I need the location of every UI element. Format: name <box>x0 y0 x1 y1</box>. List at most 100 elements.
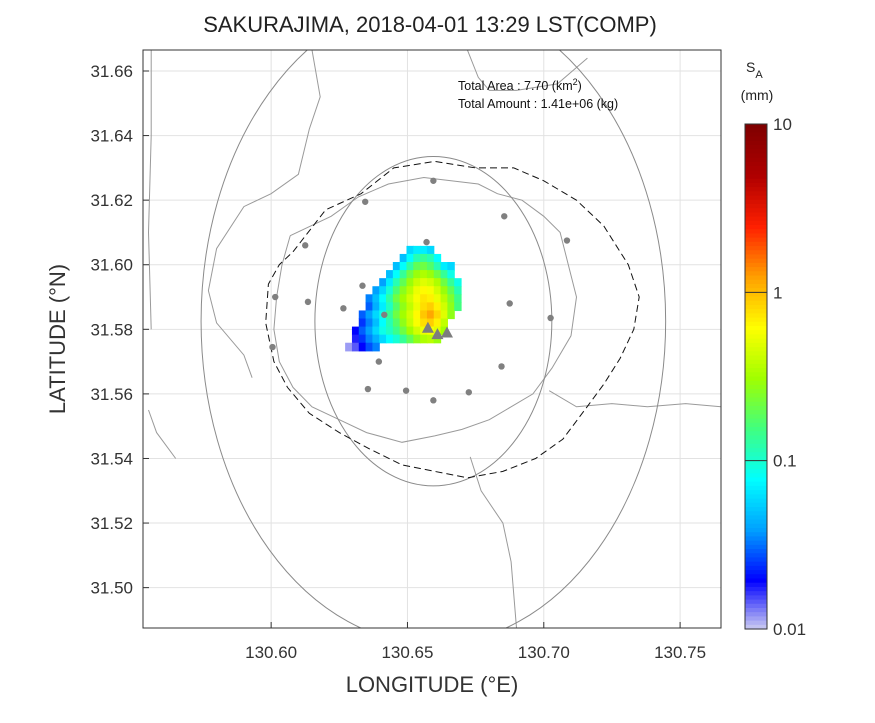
ash-cell <box>406 253 414 263</box>
ash-cell <box>420 310 428 320</box>
colorbar-band <box>745 246 767 251</box>
ash-cell <box>426 262 435 271</box>
colorbar-band <box>745 456 767 462</box>
colorbar-band <box>745 591 767 596</box>
colorbar-band <box>745 624 767 630</box>
ash-cell <box>420 334 428 344</box>
colorbar-band <box>745 145 767 150</box>
colorbar-band <box>745 553 767 559</box>
colorbar-band <box>745 304 767 310</box>
ash-cell <box>351 334 360 344</box>
dashed-boundary <box>265 160 640 479</box>
colorbar-band <box>745 557 767 563</box>
station-marker <box>359 282 366 289</box>
ash-cell <box>372 294 380 303</box>
colorbar-band <box>745 473 767 479</box>
colorbar-band <box>745 439 767 445</box>
colorbar-band <box>745 490 767 495</box>
ash-cell <box>447 302 455 312</box>
ash-cell <box>433 278 442 287</box>
station-marker <box>506 300 513 307</box>
colorbar-band <box>745 187 767 192</box>
colorbar-band <box>745 405 767 411</box>
colorbar-band <box>745 191 767 197</box>
colorbar-band <box>745 549 767 554</box>
ash-cell <box>426 310 435 320</box>
total-area-text: Total Area : 7.70 (km2) <box>458 77 582 93</box>
ash-cell <box>358 334 367 344</box>
ash-cell <box>420 318 428 328</box>
colorbar-band <box>745 279 767 285</box>
colorbar-band <box>745 170 767 176</box>
ash-cell <box>447 270 455 279</box>
colorbar-band <box>745 132 767 138</box>
colorbar-unit: (mm) <box>741 87 774 103</box>
ash-cell <box>372 326 380 336</box>
colorbar-band <box>745 401 767 407</box>
ash-cell <box>365 302 374 312</box>
colorbar-band <box>745 342 767 348</box>
station-marker <box>430 177 437 184</box>
ash-cell <box>392 318 401 328</box>
ash-cell <box>399 326 408 336</box>
ash-cell <box>372 334 380 344</box>
station-marker <box>340 305 347 312</box>
ash-cell <box>358 310 367 320</box>
ash-cell <box>420 245 428 255</box>
station-marker <box>362 198 369 205</box>
ash-cell <box>440 302 448 312</box>
colorbar-band <box>745 309 767 314</box>
x-axis-label: LONGITUDE (°E) <box>346 672 519 697</box>
y-tick-label: 31.56 <box>90 385 133 404</box>
colorbar-band <box>745 220 767 226</box>
colorbar-band <box>745 212 767 218</box>
ash-cell <box>358 326 367 336</box>
colorbar-band <box>745 448 767 453</box>
ash-cell <box>386 326 394 336</box>
ash-cell <box>365 326 374 336</box>
ash-cell <box>365 294 374 303</box>
ash-cell <box>420 262 428 271</box>
ash-cell <box>447 286 455 295</box>
ash-cell <box>392 326 401 336</box>
colorbar-band <box>745 351 767 357</box>
colorbar-band <box>745 258 767 264</box>
ash-cell <box>413 245 421 255</box>
ash-cell <box>426 270 435 279</box>
colorbar-band <box>745 195 767 201</box>
ash-cell <box>392 270 401 279</box>
ash-cell <box>399 294 408 303</box>
ash-cell <box>454 302 462 312</box>
ash-cell <box>440 294 448 303</box>
colorbar-band <box>745 515 767 521</box>
x-tick-label: 130.70 <box>518 643 570 662</box>
ash-cell <box>420 286 428 295</box>
colorbar-band <box>745 464 767 470</box>
ash-cell <box>399 270 408 279</box>
colorbar-band <box>745 410 767 415</box>
ash-cell <box>406 318 414 328</box>
colorbar-band <box>745 389 767 394</box>
ash-cell <box>399 262 408 271</box>
ash-cell <box>426 253 435 263</box>
ash-cell <box>426 294 435 303</box>
colorbar-band <box>745 338 767 344</box>
colorbar-band <box>745 494 767 500</box>
y-tick-label: 31.50 <box>90 579 133 598</box>
colorbar-band <box>745 418 767 424</box>
outer-range-ring <box>200 50 667 628</box>
colorbar-band <box>745 250 767 256</box>
colorbar-band <box>745 506 767 512</box>
ash-cell <box>372 302 380 312</box>
ash-cell <box>386 334 394 344</box>
ash-cell <box>372 286 380 295</box>
coastline <box>273 176 578 443</box>
colorbar-band <box>745 397 767 403</box>
ash-cell <box>406 278 414 287</box>
colorbar-band <box>745 283 767 289</box>
ash-cell <box>365 334 374 344</box>
ash-cell <box>406 302 414 312</box>
colorbar-band <box>745 275 767 281</box>
colorbar-band <box>745 347 767 352</box>
colorbar-band <box>745 149 767 155</box>
